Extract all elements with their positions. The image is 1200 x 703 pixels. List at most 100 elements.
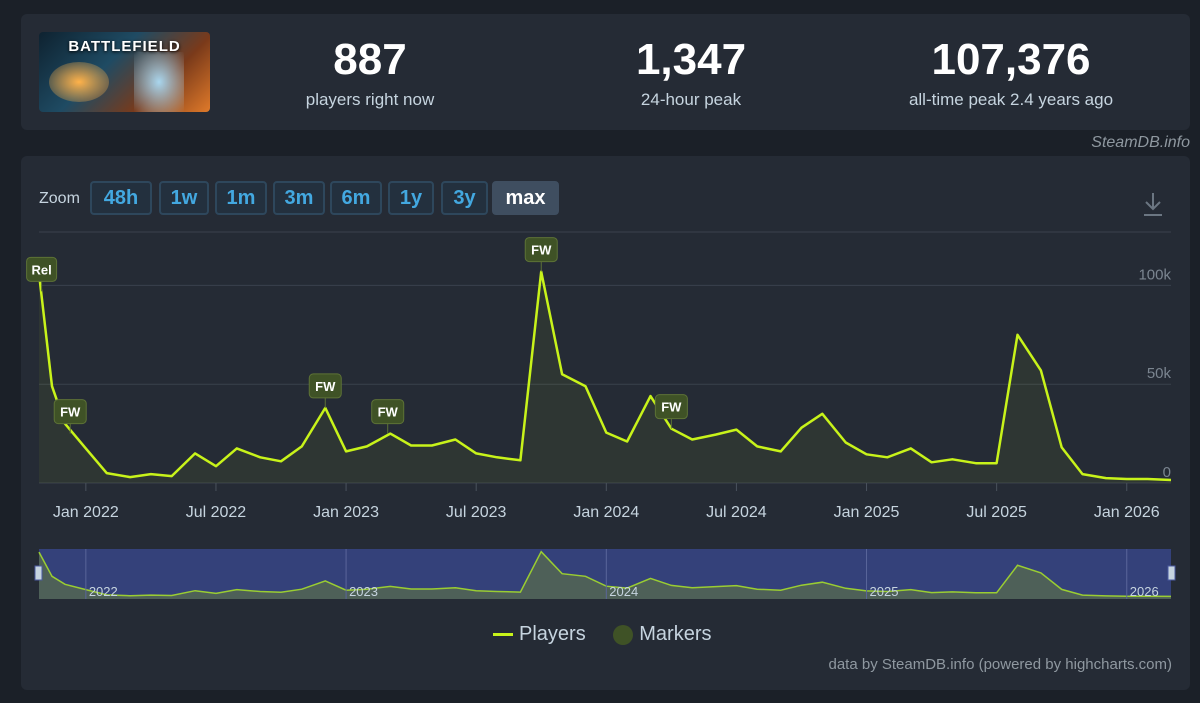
data-point <box>214 464 218 468</box>
x-tick-label: Jul 2025 <box>966 504 1027 521</box>
stat-24h-peak: 1,347 24-hour peak <box>591 36 791 110</box>
data-point <box>1169 478 1173 482</box>
legend-markers[interactable]: Markers <box>613 623 712 646</box>
data-point <box>388 432 392 436</box>
stat-label: 24-hour peak <box>640 90 742 109</box>
zoom-3y-button[interactable]: 3y <box>441 181 488 215</box>
zoom-1m-button[interactable]: 1m <box>215 181 267 215</box>
x-tick-label: Jan 2024 <box>573 504 639 521</box>
navigator-label: 2026 <box>1130 584 1159 599</box>
zoom-6m-button[interactable]: 6m <box>330 181 382 215</box>
marker-box <box>654 394 688 420</box>
data-point <box>300 444 304 448</box>
marker-box <box>524 237 558 263</box>
stat-label: all-time peak 2.4 years ago <box>908 90 1114 109</box>
soldier-graphic <box>134 52 184 112</box>
data-point <box>37 272 41 276</box>
data-point <box>1081 472 1085 476</box>
marker-flag: FW <box>524 237 558 272</box>
marker-label: FW <box>315 379 336 394</box>
data-point <box>950 457 954 461</box>
download-icon[interactable] <box>1142 191 1164 217</box>
x-axis: Jan 2022 Jul 2022 Jan 2023 Jul 2023 Jan 2024… <box>53 483 1160 521</box>
data-point <box>518 458 522 462</box>
grid-lines <box>39 231 1171 484</box>
navigator-label: 2023 <box>349 584 378 599</box>
data-point <box>1039 368 1043 372</box>
data-point <box>149 472 153 476</box>
data-point <box>193 451 197 455</box>
stat-value: 1,347 <box>635 35 747 84</box>
y-tick-label: 0 <box>1163 464 1171 481</box>
stat-value: 887 <box>333 35 407 84</box>
marker-label: FW <box>378 405 399 420</box>
stat-current-players: 887 players right now <box>283 36 457 110</box>
y-tick-label: 50k <box>1147 365 1172 382</box>
data-point <box>63 422 67 426</box>
data-point <box>105 471 109 475</box>
legend-players[interactable]: Players <box>493 623 586 646</box>
data-point <box>235 446 239 450</box>
data-point <box>170 474 174 478</box>
marker-label: FW <box>531 243 552 258</box>
zoom-1w-button[interactable]: 1w <box>159 181 209 215</box>
navigator-area <box>39 551 1171 599</box>
x-tick-label: Jan 2022 <box>53 504 119 521</box>
legend-players-label: Players <box>519 623 586 645</box>
game-banner-image[interactable]: BATTLEFIELD <box>39 32 210 112</box>
steamdb-credit[interactable]: SteamDB.info <box>1091 134 1190 151</box>
marker-label: FW <box>661 400 682 415</box>
marker-box <box>53 399 87 425</box>
navigator-label: 2025 <box>870 584 899 599</box>
data-point <box>258 455 262 459</box>
navigator-handle-right <box>1167 565 1176 581</box>
data-point <box>409 443 413 447</box>
x-tick-label: Jan 2023 <box>313 504 379 521</box>
data-point <box>885 455 889 459</box>
data-point <box>974 461 978 465</box>
chart-panel: Zoom 48h 1w 1m 3m 6m 1y 3y max 0 50k 100k … <box>21 156 1190 690</box>
stat-value: 107,376 <box>931 35 1091 84</box>
navigator-handle-left <box>34 565 43 581</box>
marker-label: Rel <box>31 262 51 277</box>
zoom-48h-button[interactable]: 48h <box>90 181 152 215</box>
data-point <box>583 384 587 388</box>
data-point <box>649 394 653 398</box>
marker-flag: FW <box>654 394 688 429</box>
data-point <box>50 384 54 388</box>
players-swatch <box>493 633 513 637</box>
data-point <box>625 440 629 444</box>
players-line <box>37 270 1172 482</box>
data-point <box>820 412 824 416</box>
zoom-1y-button[interactable]: 1y <box>388 181 434 215</box>
marker-box <box>308 373 342 399</box>
y-tick-label: 100k <box>1138 266 1171 283</box>
data-point <box>279 459 283 463</box>
zoom-3m-button[interactable]: 3m <box>273 181 325 215</box>
data-point <box>604 431 608 435</box>
data-point <box>865 452 869 456</box>
navigator-line <box>38 550 1172 598</box>
data-point <box>799 426 803 430</box>
data-point <box>365 444 369 448</box>
marker-box <box>371 399 405 425</box>
players-area <box>39 271 1171 483</box>
y-axis: 0 50k 100k <box>1138 266 1171 481</box>
data-point <box>560 372 564 376</box>
zoom-max-button[interactable]: max <box>492 181 559 215</box>
chart-legend: Players Markers <box>493 623 734 646</box>
chart-credit[interactable]: data by SteamDB.info (powered by highcha… <box>828 656 1173 673</box>
data-point <box>84 446 88 450</box>
data-point <box>1146 477 1150 481</box>
navigator: 2022 2023 2024 2025 2026 <box>34 549 1176 599</box>
data-point <box>995 461 999 465</box>
x-tick-label: Jul 2024 <box>706 504 767 521</box>
explosion-graphic <box>49 62 109 102</box>
data-point <box>1060 445 1064 449</box>
player-chart[interactable]: 0 50k 100k Jan 2022 Jul 2022 Jan 2023 Jul 202… <box>21 156 1190 616</box>
marker-label: FW <box>60 405 81 420</box>
marker-flag: FW <box>308 373 342 408</box>
marker-box <box>26 256 58 282</box>
data-point <box>323 406 327 410</box>
navigator-label: 2022 <box>89 584 118 599</box>
